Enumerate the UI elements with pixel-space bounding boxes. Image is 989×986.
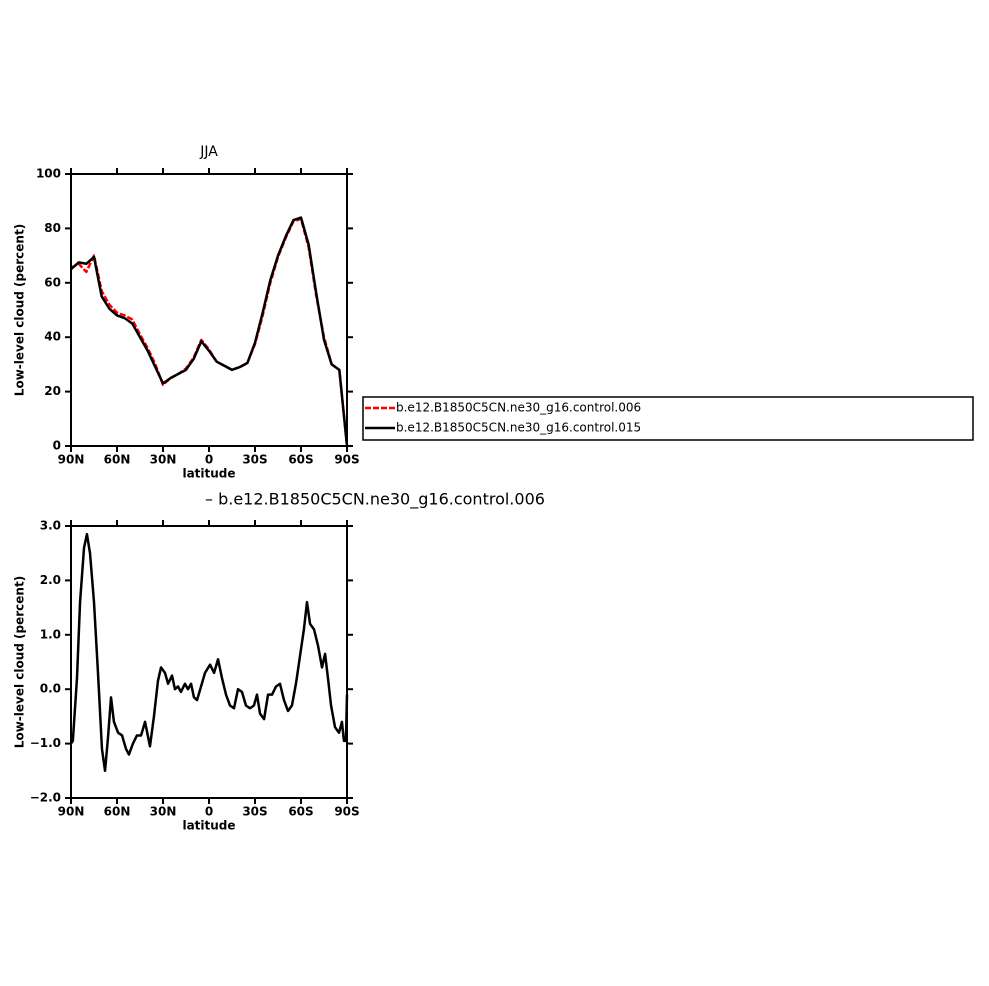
x-tick-label: 90N — [58, 805, 85, 819]
y-tick-label: 60 — [44, 275, 61, 289]
y-tick-label: 80 — [44, 221, 61, 235]
x-tick-label: 30N — [150, 805, 177, 819]
plot-frame — [70, 173, 348, 447]
legend-label: b.e12.B1850C5CN.ne30_g16.control.015 — [396, 421, 641, 435]
y-tick-label: −2.0 — [30, 791, 61, 805]
x-axis-label: latitude — [182, 467, 235, 481]
chart-title: – b.e12.B1850C5CN.ne30_g16.control.006 — [205, 490, 545, 510]
x-tick-label: 60S — [288, 805, 313, 819]
data-line — [70, 217, 349, 447]
y-tick-label: 40 — [44, 330, 61, 344]
x-tick-label: 30S — [242, 805, 267, 819]
legend-box — [362, 396, 974, 441]
x-tick-label: 0 — [205, 805, 213, 819]
x-tick-label: 90N — [58, 453, 85, 467]
y-tick-label: 2.0 — [40, 573, 61, 587]
data-line — [69, 532, 349, 773]
y-tick-label: 1.0 — [40, 627, 61, 641]
x-tick-label: 30N — [150, 453, 177, 467]
x-tick-label: 60S — [288, 453, 313, 467]
x-tick-label: 60N — [104, 805, 131, 819]
y-tick-label: 0.0 — [40, 682, 61, 696]
y-tick-label: 100 — [36, 167, 61, 181]
x-tick-label: 0 — [205, 453, 213, 467]
x-axis-label: latitude — [182, 819, 235, 833]
y-tick-label: 3.0 — [40, 519, 61, 533]
legend-label: b.e12.B1850C5CN.ne30_g16.control.006 — [396, 401, 641, 415]
y-axis-label: Low-level cloud (percent) — [13, 224, 27, 396]
x-tick-label: 30S — [242, 453, 267, 467]
y-axis-label: Low-level cloud (percent) — [13, 576, 27, 748]
plot-frame — [70, 525, 348, 799]
x-tick-label: 60N — [104, 453, 131, 467]
y-tick-label: 0 — [53, 439, 61, 453]
x-tick-label: 90S — [334, 453, 359, 467]
y-tick-label: 20 — [44, 384, 61, 398]
chart-title: JJA — [199, 144, 218, 160]
data-line — [70, 216, 349, 447]
x-tick-label: 90S — [334, 805, 359, 819]
y-tick-label: −1.0 — [30, 736, 61, 750]
